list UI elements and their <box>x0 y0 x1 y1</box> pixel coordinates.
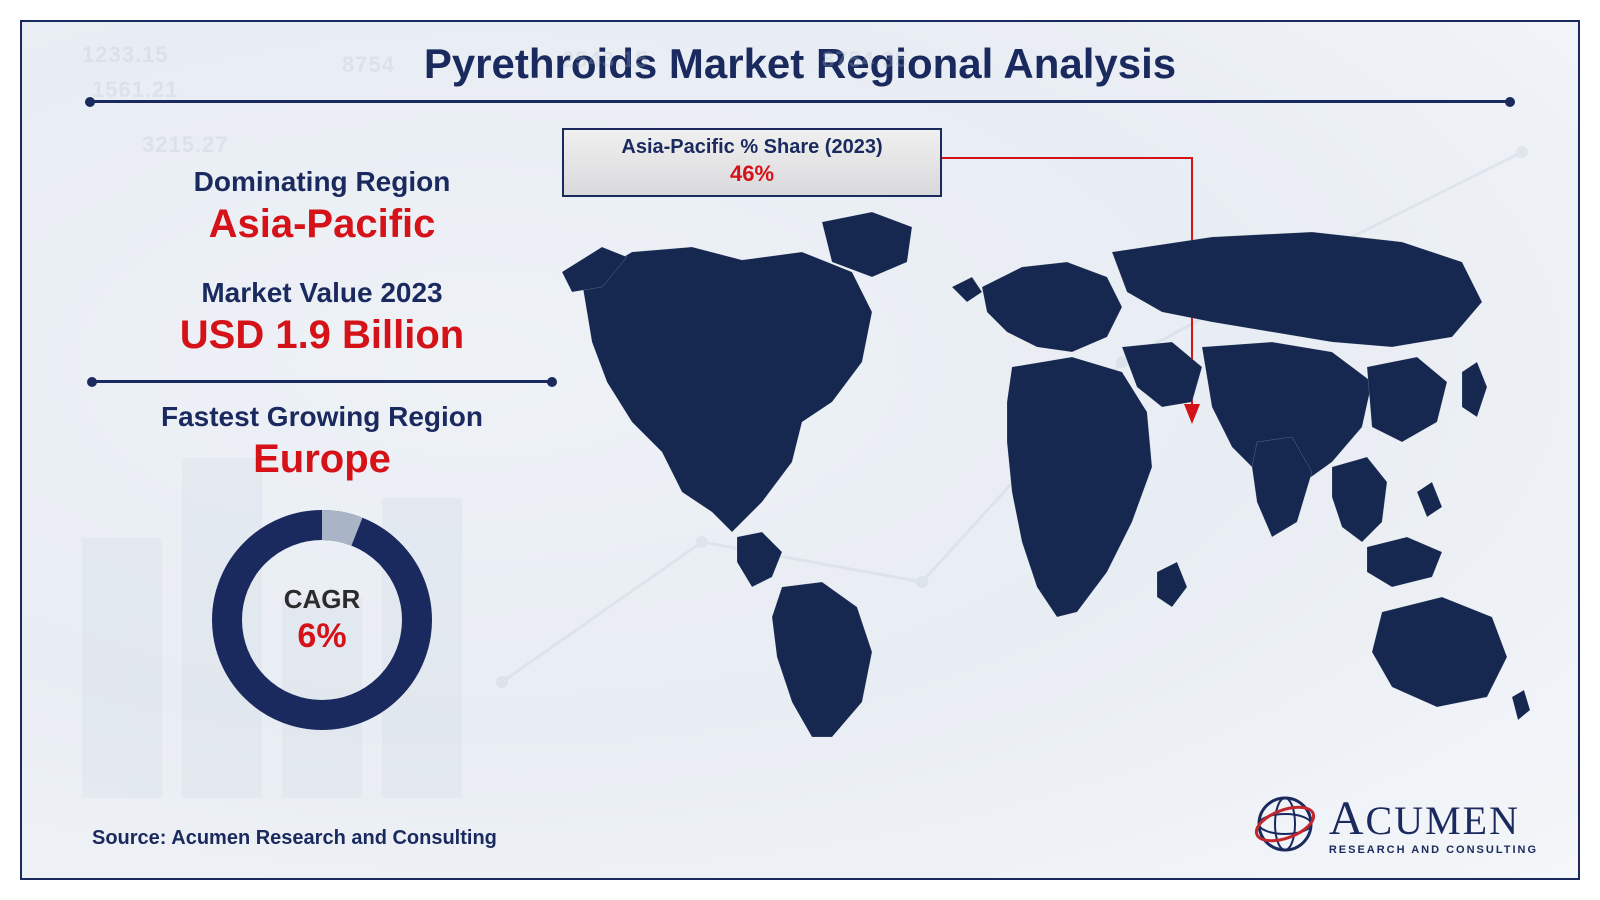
share-callout-value: 46% <box>574 161 930 187</box>
infographic-frame: 1233.15 1561.21 8754 2543.15 8754.35 321… <box>20 20 1580 880</box>
cagr-value: 6% <box>297 617 346 656</box>
cagr-label: CAGR <box>284 584 361 615</box>
cagr-donut: CAGR 6% <box>212 510 432 730</box>
title-underline <box>90 100 1510 103</box>
page-title: Pyrethroids Market Regional Analysis <box>22 40 1578 88</box>
fastest-region-label: Fastest Growing Region <box>92 401 552 433</box>
logo-brand: ACUMEN <box>1329 791 1538 846</box>
metrics-column: Dominating Region Asia-Pacific Market Va… <box>92 162 552 730</box>
market-value-amount: USD 1.9 Billion <box>92 313 552 358</box>
share-callout-label: Asia-Pacific % Share (2023) <box>574 136 930 159</box>
world-map <box>512 192 1542 752</box>
fastest-region-value: Europe <box>92 437 552 482</box>
logo-tagline: RESEARCH AND CONSULTING <box>1329 844 1538 856</box>
brand-logo: ACUMEN RESEARCH AND CONSULTING <box>1253 791 1538 856</box>
section-divider <box>92 380 552 383</box>
market-value-label: Market Value 2023 <box>92 277 552 309</box>
globe-icon <box>1253 792 1317 856</box>
share-callout: Asia-Pacific % Share (2023) 46% <box>562 128 942 197</box>
dominating-region-label: Dominating Region <box>92 166 552 198</box>
dominating-region-value: Asia-Pacific <box>92 202 552 247</box>
source-attribution: Source: Acumen Research and Consulting <box>92 827 497 850</box>
